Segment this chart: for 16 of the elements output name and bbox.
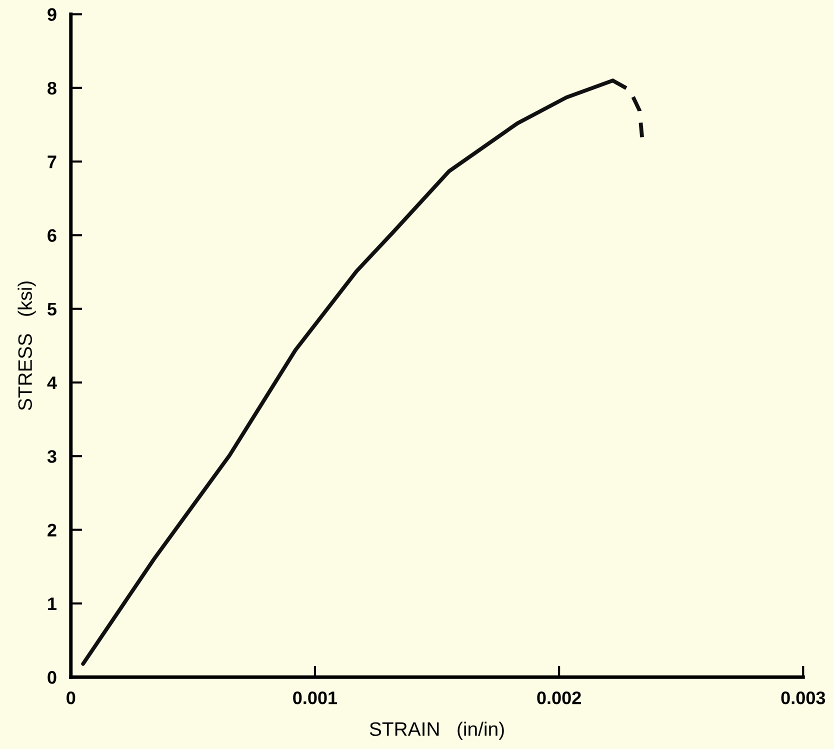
x-tick-label: 0.003 <box>781 691 826 704</box>
x-tick-label: 0.002 <box>537 691 581 704</box>
y-tick-label: 6 <box>48 229 56 242</box>
y-tick-label: 2 <box>48 524 56 536</box>
y-axis-title: STRESS (ksi) <box>18 282 36 410</box>
y-tick-label: 5 <box>48 302 56 316</box>
y-tick-label: 9 <box>48 8 56 21</box>
x-axis-title: STRAIN (in/in) <box>370 722 504 740</box>
y-tick-label: 4 <box>47 376 57 390</box>
x-tick-label: 0.001 <box>293 691 338 704</box>
y-tick-label: 0 <box>48 671 56 684</box>
y-tick-label: 1 <box>48 598 56 610</box>
y-tick-label: 8 <box>48 82 56 95</box>
y-tick-label: 7 <box>48 156 56 168</box>
x-tick-label: 0 <box>66 691 76 704</box>
y-tick-label: 3 <box>47 450 56 463</box>
